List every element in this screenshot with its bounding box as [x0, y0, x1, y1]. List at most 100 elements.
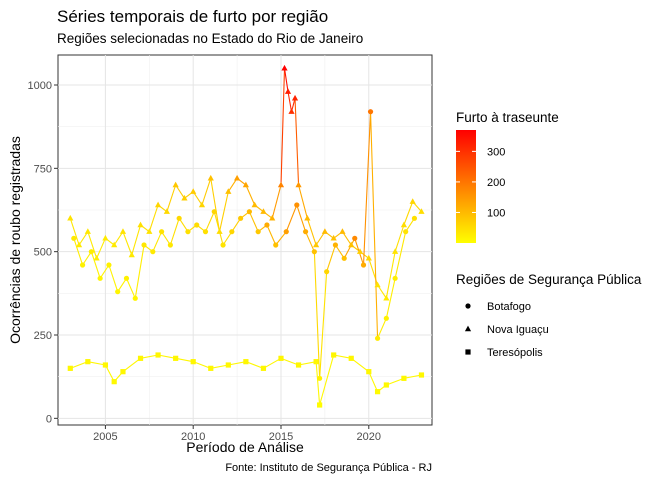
point-botafogo	[229, 229, 235, 235]
series-line-botafogo	[285, 204, 298, 232]
point-nova-iguacu	[348, 241, 355, 248]
point-nova-iguacu	[281, 64, 288, 71]
series-line-nova-iguacu	[192, 191, 203, 206]
series-line-nova-iguacu	[385, 251, 396, 299]
x-tick-label: 2005	[93, 431, 117, 443]
point-nova-iguacu	[172, 181, 179, 188]
series-line-nova-iguacu	[394, 224, 405, 252]
point-nova-iguacu	[75, 241, 83, 248]
series-line-nova-iguacu	[271, 184, 282, 219]
point-nova-iguacu	[339, 228, 346, 234]
point-botafogo	[115, 289, 121, 295]
chart-title: Séries temporais de furto por região	[57, 7, 328, 26]
point-botafogo	[88, 249, 94, 255]
point-nova-iguacu	[181, 194, 188, 201]
series-line-teresopolis	[87, 361, 106, 366]
series-line-botafogo	[134, 244, 145, 299]
series-line-nova-iguacu	[175, 184, 185, 199]
series-line-botafogo	[82, 251, 92, 266]
shape-legend-title: Regiões de Segurança Pública	[456, 272, 642, 287]
point-botafogo	[79, 262, 86, 268]
point-teresopolis	[313, 359, 319, 365]
series-line-teresopolis	[319, 354, 335, 406]
series-line-nova-iguacu	[283, 68, 289, 92]
point-nova-iguacu	[67, 214, 74, 221]
series-line-botafogo	[161, 231, 171, 246]
series-line-teresopolis	[70, 361, 89, 369]
point-botafogo	[202, 229, 209, 235]
point-botafogo	[185, 229, 191, 235]
x-tick-label: 2010	[181, 431, 205, 443]
series-line-teresopolis	[315, 361, 321, 406]
series-line-nova-iguacu	[148, 204, 159, 232]
point-nova-iguacu	[277, 181, 285, 188]
series-line-nova-iguacu	[287, 91, 293, 112]
point-teresopolis	[190, 359, 196, 365]
series-line-nova-iguacu	[78, 231, 89, 246]
point-botafogo	[106, 262, 112, 268]
point-nova-iguacu	[313, 241, 320, 248]
point-teresopolis	[278, 355, 284, 361]
point-botafogo	[255, 229, 261, 235]
series-line-teresopolis	[333, 354, 352, 359]
point-botafogo	[158, 229, 165, 235]
series-line-nova-iguacu	[210, 178, 221, 232]
shape-legend-items: Botafogo Nova Iguaçu Teresópolis	[464, 301, 549, 359]
series-line-teresopolis	[280, 357, 299, 366]
point-nova-iguacu	[356, 248, 364, 254]
point-nova-iguacu	[260, 208, 267, 214]
series-line-teresopolis	[122, 357, 141, 373]
point-nova-iguacu	[295, 181, 302, 188]
point-nova-iguacu	[288, 108, 295, 114]
x-tick-label: 2020	[357, 431, 381, 443]
point-nova-iguacu	[321, 228, 328, 234]
point-teresopolis	[102, 362, 109, 368]
series-line-teresopolis	[263, 357, 282, 369]
point-botafogo	[403, 229, 409, 235]
x-tick-label: 2015	[269, 431, 293, 443]
point-teresopolis	[348, 355, 354, 361]
point-botafogo	[150, 249, 156, 255]
point-botafogo	[324, 269, 330, 275]
point-nova-iguacu	[418, 208, 425, 214]
point-teresopolis	[295, 362, 302, 368]
series-line-botafogo	[248, 211, 259, 232]
point-nova-iguacu	[330, 234, 337, 241]
point-botafogo	[383, 315, 389, 321]
point-botafogo	[367, 109, 374, 115]
series-line-teresopolis	[386, 377, 405, 386]
point-nova-iguacu	[102, 234, 109, 241]
color-legend-tick-label: 200	[487, 177, 505, 189]
series-line-botafogo	[169, 218, 180, 246]
series-line-nova-iguacu	[403, 201, 414, 226]
point-nova-iguacu	[269, 214, 276, 221]
series-line-botafogo	[125, 278, 136, 299]
series-line-teresopolis	[157, 354, 176, 359]
color-legend-title: Furto à traseunte	[456, 110, 559, 125]
point-nova-iguacu	[304, 214, 311, 221]
series-line-nova-iguacu	[377, 284, 387, 299]
y-tick-label: 1000	[28, 80, 52, 92]
point-botafogo	[283, 229, 289, 235]
point-teresopolis	[173, 355, 179, 361]
point-botafogo	[132, 295, 138, 301]
point-botafogo	[167, 242, 173, 248]
point-nova-iguacu	[216, 228, 223, 234]
series-line-botafogo	[231, 218, 242, 232]
point-nova-iguacu	[137, 221, 144, 228]
point-teresopolis	[155, 352, 161, 358]
y-tick-label: 750	[34, 163, 52, 175]
gridlines	[58, 55, 432, 425]
point-botafogo	[141, 242, 147, 248]
series-line-botafogo	[377, 318, 387, 339]
point-teresopolis	[317, 402, 323, 408]
series-line-botafogo	[99, 264, 110, 279]
series-line-botafogo	[313, 251, 321, 379]
series-line-botafogo	[405, 218, 415, 232]
color-legend-ticks: 100 200 300	[456, 146, 505, 219]
point-teresopolis	[85, 359, 91, 365]
point-botafogo	[374, 335, 381, 341]
point-nova-iguacu	[291, 94, 299, 101]
point-teresopolis	[225, 362, 231, 368]
series-line-botafogo	[362, 111, 372, 266]
